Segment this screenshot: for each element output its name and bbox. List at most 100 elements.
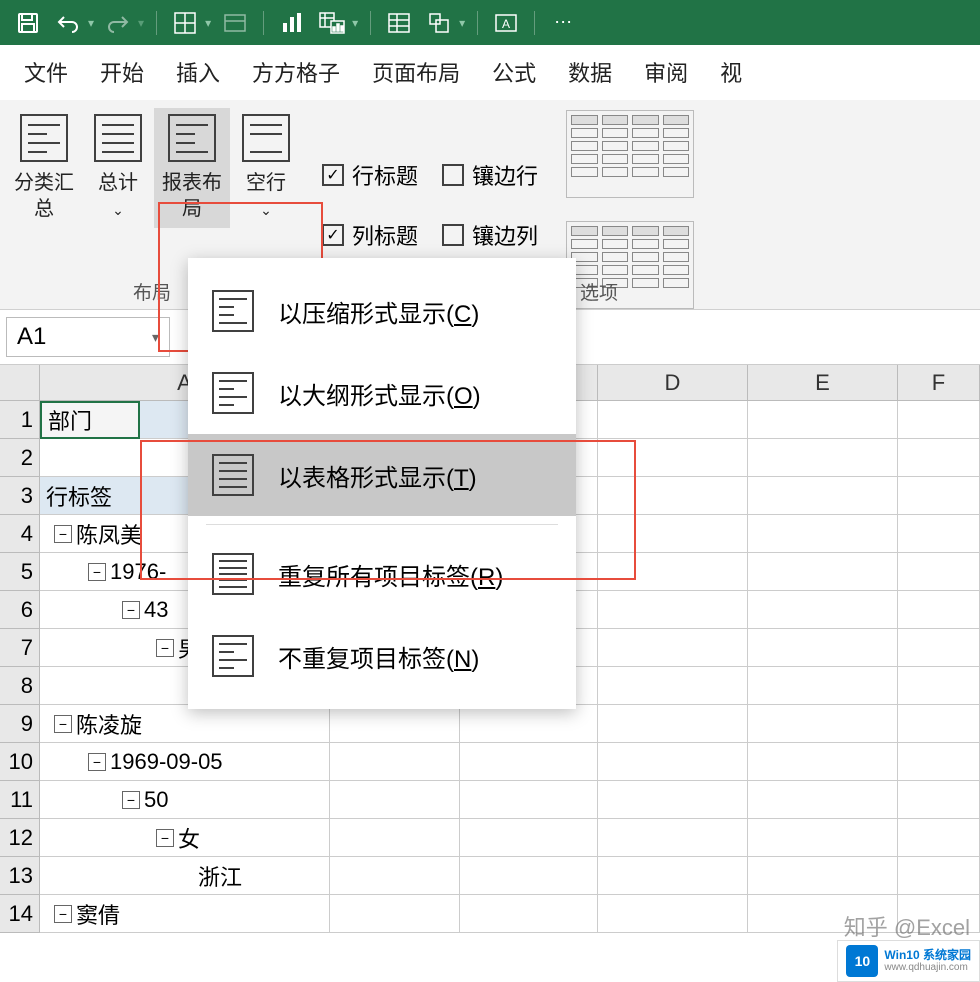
row-header[interactable]: 6: [0, 591, 40, 629]
pivot-styles-gallery[interactable]: [556, 100, 694, 309]
show-tabular-item[interactable]: 以表格形式显示(T): [188, 434, 576, 516]
cell[interactable]: [598, 439, 748, 477]
borders-dropdown-icon[interactable]: ▾: [205, 16, 211, 30]
cell[interactable]: [598, 667, 748, 705]
banded-cols-checkbox[interactable]: 镶边列: [442, 219, 538, 251]
cell[interactable]: [748, 515, 898, 553]
cell[interactable]: [330, 743, 460, 781]
collapse-icon[interactable]: −: [156, 829, 174, 847]
textbox-button[interactable]: A: [490, 7, 522, 39]
row-header[interactable]: 14: [0, 895, 40, 933]
undo-dropdown-icon[interactable]: ▾: [88, 16, 94, 30]
cell[interactable]: [898, 743, 980, 781]
cell[interactable]: [898, 553, 980, 591]
row-header[interactable]: 1: [0, 401, 40, 439]
collapse-icon[interactable]: −: [88, 563, 106, 581]
row-header[interactable]: 7: [0, 629, 40, 667]
tab-file[interactable]: 文件: [8, 46, 84, 100]
tab-data[interactable]: 数据: [552, 46, 628, 100]
tab-view[interactable]: 视: [704, 46, 758, 100]
cell-a14[interactable]: −窦倩: [40, 895, 330, 933]
row-header[interactable]: 5: [0, 553, 40, 591]
cell[interactable]: [748, 553, 898, 591]
cell[interactable]: [330, 819, 460, 857]
table-button[interactable]: [219, 7, 251, 39]
row-header[interactable]: 10: [0, 743, 40, 781]
cell[interactable]: [898, 515, 980, 553]
chart-button[interactable]: [276, 7, 308, 39]
row-headers-checkbox[interactable]: ✓行标题: [322, 159, 418, 191]
collapse-icon[interactable]: −: [122, 791, 140, 809]
cell[interactable]: [598, 477, 748, 515]
show-outline-item[interactable]: 以大纲形式显示(O): [188, 352, 576, 434]
row-header[interactable]: 11: [0, 781, 40, 819]
tab-ffgz[interactable]: 方方格子: [236, 46, 356, 100]
cell[interactable]: [748, 401, 898, 439]
cell[interactable]: [598, 553, 748, 591]
cell[interactable]: [598, 857, 748, 895]
cell[interactable]: [898, 629, 980, 667]
tab-formula[interactable]: 公式: [476, 46, 552, 100]
tab-review[interactable]: 审阅: [628, 46, 704, 100]
cell[interactable]: [748, 667, 898, 705]
repeat-labels-item[interactable]: 重复所有项目标签(R): [188, 533, 576, 615]
style-thumb-1[interactable]: [566, 110, 694, 198]
cell-a10[interactable]: −1969-09-05: [40, 743, 330, 781]
group-button[interactable]: [423, 7, 455, 39]
cell[interactable]: [598, 743, 748, 781]
cell[interactable]: [598, 781, 748, 819]
cell[interactable]: [598, 515, 748, 553]
cell[interactable]: [748, 781, 898, 819]
collapse-icon[interactable]: −: [122, 601, 140, 619]
cell[interactable]: [460, 705, 598, 743]
cell[interactable]: [898, 439, 980, 477]
cell[interactable]: [598, 591, 748, 629]
select-all-corner[interactable]: [0, 365, 40, 401]
subtotal-ribbon-button[interactable]: 分类汇 总: [6, 108, 82, 228]
cell[interactable]: [460, 857, 598, 895]
collapse-icon[interactable]: −: [54, 905, 72, 923]
row-header[interactable]: 4: [0, 515, 40, 553]
pivot-dropdown-icon[interactable]: ▾: [352, 16, 358, 30]
cell[interactable]: [460, 819, 598, 857]
row-header[interactable]: 2: [0, 439, 40, 477]
cell[interactable]: [748, 629, 898, 667]
cell-a12[interactable]: −女: [40, 819, 330, 857]
collapse-icon[interactable]: −: [54, 715, 72, 733]
collapse-icon[interactable]: −: [54, 525, 72, 543]
cell[interactable]: [460, 895, 598, 933]
row-header[interactable]: 3: [0, 477, 40, 515]
cell[interactable]: [748, 743, 898, 781]
undo-button[interactable]: [52, 7, 84, 39]
namebox-dropdown-icon[interactable]: ▾: [152, 329, 159, 346]
report-layout-button[interactable]: 报表布 局: [154, 108, 230, 228]
cell[interactable]: [598, 705, 748, 743]
cell[interactable]: [748, 819, 898, 857]
name-box[interactable]: A1 ▾: [6, 317, 170, 357]
col-header-f[interactable]: F: [898, 365, 980, 401]
borders-button[interactable]: [169, 7, 201, 39]
cell[interactable]: [898, 667, 980, 705]
redo-button[interactable]: [102, 7, 134, 39]
cell-a9[interactable]: −陈凌旋: [40, 705, 330, 743]
cell[interactable]: [330, 705, 460, 743]
tab-insert[interactable]: 插入: [160, 46, 236, 100]
redo-dropdown-icon[interactable]: ▾: [138, 16, 144, 30]
group-dropdown-icon[interactable]: ▾: [459, 16, 465, 30]
cell[interactable]: [598, 629, 748, 667]
cell-a11[interactable]: −50: [40, 781, 330, 819]
cell[interactable]: [748, 477, 898, 515]
cell[interactable]: [330, 781, 460, 819]
pivot-button[interactable]: [316, 7, 348, 39]
cell[interactable]: [598, 401, 748, 439]
cell[interactable]: [748, 591, 898, 629]
cell[interactable]: [898, 705, 980, 743]
blank-rows-button[interactable]: 空行⌄: [234, 108, 298, 228]
row-header[interactable]: 12: [0, 819, 40, 857]
customize-qat-icon[interactable]: ⋯: [547, 7, 579, 39]
col-header-e[interactable]: E: [748, 365, 898, 401]
tab-layout[interactable]: 页面布局: [356, 46, 476, 100]
cell-a13[interactable]: 浙江: [40, 857, 330, 895]
tab-home[interactable]: 开始: [84, 46, 160, 100]
cell[interactable]: [748, 705, 898, 743]
